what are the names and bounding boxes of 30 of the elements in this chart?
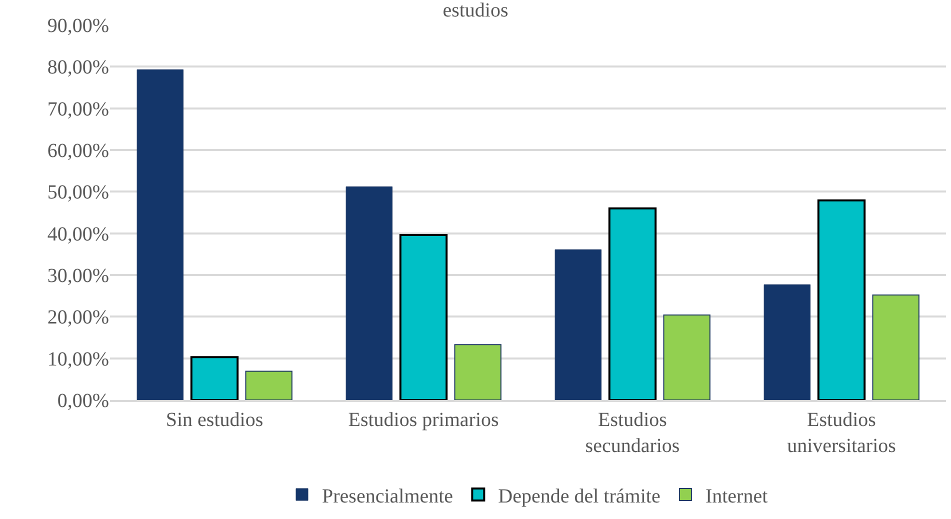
y-tick-label: 0,00% xyxy=(57,390,109,412)
y-tick-label: 10,00% xyxy=(47,348,109,370)
y-tick-label: 80,00% xyxy=(47,56,109,79)
y-tick-label: 20,00% xyxy=(47,306,109,329)
x-tick-label: Estudios universitarios xyxy=(787,408,896,457)
chart-title: estudios xyxy=(442,0,508,22)
y-tick-label: 60,00% xyxy=(47,140,109,162)
x-tick-label: Sin estudios xyxy=(166,408,264,431)
bar xyxy=(136,69,184,400)
y-tick-label: 40,00% xyxy=(47,223,109,246)
bar xyxy=(817,199,866,400)
y-tick-label: 50,00% xyxy=(47,182,109,204)
bar xyxy=(608,207,657,400)
x-tick-label: Estudios secundarios xyxy=(585,408,680,457)
bar xyxy=(663,314,710,400)
bar xyxy=(245,370,292,400)
y-tick-label: 90,00% xyxy=(47,15,109,37)
bar xyxy=(454,344,502,400)
bar xyxy=(399,234,448,400)
bar xyxy=(872,294,920,400)
legend-label: Internet xyxy=(705,485,768,508)
legend-label: Depende del trámite xyxy=(498,485,660,508)
bar xyxy=(764,284,810,400)
x-tick-label: Estudios primarios xyxy=(348,408,499,431)
legend-label: Presencialmente xyxy=(322,485,454,508)
y-tick-label: 30,00% xyxy=(47,265,109,287)
bar xyxy=(554,249,602,400)
bar xyxy=(190,356,239,400)
bar xyxy=(346,186,392,400)
y-tick-label: 70,00% xyxy=(47,98,109,120)
